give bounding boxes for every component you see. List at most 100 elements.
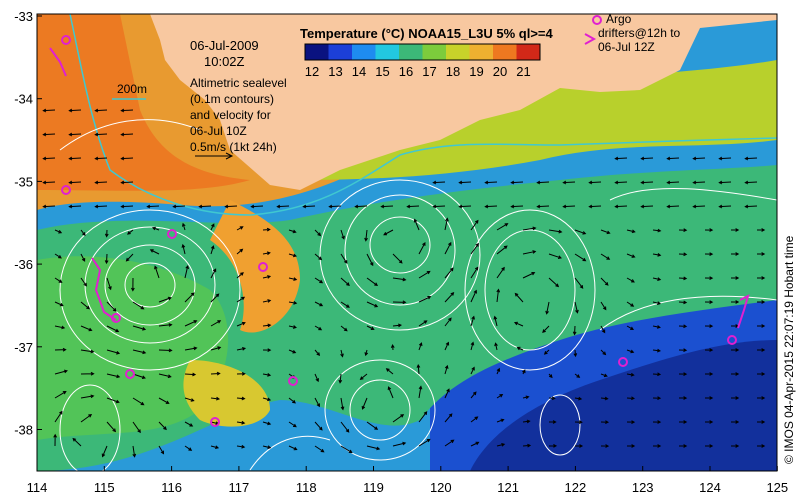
x-tick-label: 114 [27,480,48,495]
velocity-arrow [158,373,172,379]
velocity-arrow [626,229,636,234]
velocity-arrow [626,325,634,331]
velocity-arrow [730,420,740,424]
argo-drifter-track [737,294,750,329]
eddy-contour [464,209,596,371]
velocity-arrow [678,300,688,305]
velocity-arrow [432,180,446,185]
velocity-arrow [678,324,688,329]
velocity-arrow [652,301,662,305]
velocity-arrow [730,300,740,304]
velocity-arrow [340,349,344,358]
velocity-arrow [80,414,93,423]
velocity-arrows [42,108,766,458]
velocity-arrow [184,264,190,279]
velocity-arrow [236,226,244,231]
velocity-arrow [406,204,420,209]
velocity-arrow [652,277,662,281]
velocity-arrow [262,445,272,450]
velocity-arrow [236,248,244,255]
velocity-arrow [640,156,654,161]
velocity-arrow [262,373,272,377]
velocity-arrow [444,291,455,303]
velocity-arrow [600,253,611,260]
colorbar-title: Temperature (°C) NOAA15_L3U 5% ql>=4 [300,26,554,41]
x-tick-label: 119 [363,480,384,495]
velocity-arrow [236,272,244,279]
velocity-arrow [184,445,193,451]
velocity-arrow [600,396,609,401]
velocity-arrow [262,323,272,328]
velocity-arrow [54,325,66,330]
velocity-arrow [470,219,479,231]
y-tick-label: -34 [14,92,33,107]
velocity-arrow [600,325,606,334]
velocity-arrow [262,227,271,232]
velocity-arrow [106,301,117,312]
velocity-arrow [288,277,298,281]
velocity-arrow [458,180,472,185]
credit-text: © IMOS 04-Apr-2015 22:07:19 Hobart time [782,235,796,464]
velocity-arrow [340,421,350,433]
argo-drifter-position [727,335,737,345]
velocity-arrow [106,373,121,379]
eddy-contour [349,379,411,441]
velocity-arrow [418,385,423,399]
velocity-arrow [666,156,680,161]
velocity-arrow [640,204,654,209]
velocity-arrow [54,229,63,234]
velocity-arrow [522,226,537,231]
time-text: 10:02Z [204,54,245,69]
velocity-arrow [392,414,405,423]
velocity-arrow [626,349,635,354]
velocity-arrow [756,228,766,232]
info-line: 06-Jul 10Z [190,124,247,138]
velocity-arrow [757,420,766,424]
velocity-arrow [198,204,212,209]
velocity-arrow [418,295,432,303]
velocity-arrow [418,270,431,279]
x-tick-label: 124 [699,480,721,495]
x-tick-label: 120 [430,480,452,495]
velocity-arrow [548,373,553,379]
velocity-arrow [392,277,407,282]
velocity-arrow [94,204,108,209]
warm-coastal-core [37,14,250,191]
argo-drifters [49,35,750,427]
velocity-arrow [536,204,550,209]
velocity-arrow [652,396,662,401]
velocity-arrow [276,204,290,209]
argo-drifter-position [167,229,177,239]
velocity-arrow [522,369,526,375]
velocity-arrow [125,253,134,262]
velocity-arrow [132,349,147,355]
velocity-arrow [314,325,323,331]
eddy-contour [539,394,581,456]
velocity-arrow [288,421,297,428]
velocity-arrow [314,253,323,261]
velocity-arrow [704,324,714,328]
velocity-arrow [548,396,556,401]
x-tick-label: 121 [497,480,519,495]
eddy-contour [369,216,431,274]
velocity-arrow [704,420,714,424]
argo-drifter-position [61,185,71,195]
eddy-contour [609,187,777,201]
velocity-arrow [288,253,297,258]
colorbar-segment [305,44,329,60]
velocity-arrow [470,289,477,303]
velocity-arrow [158,323,173,327]
warm-tongue [210,200,300,333]
velocity-arrow [626,372,635,377]
velocity-arrow [756,396,766,400]
x-tick-label: 118 [296,480,317,495]
velocity-arrow [149,249,160,255]
info-line: (0.1m contours) [190,92,274,106]
velocity-arrow [484,180,498,185]
velocity-arrow [262,251,271,256]
velocity-arrow [626,301,635,307]
velocity-arrow [652,253,662,257]
velocity-arrow [106,349,121,355]
velocity-arrow [106,421,117,433]
velocity-arrow [548,253,562,259]
